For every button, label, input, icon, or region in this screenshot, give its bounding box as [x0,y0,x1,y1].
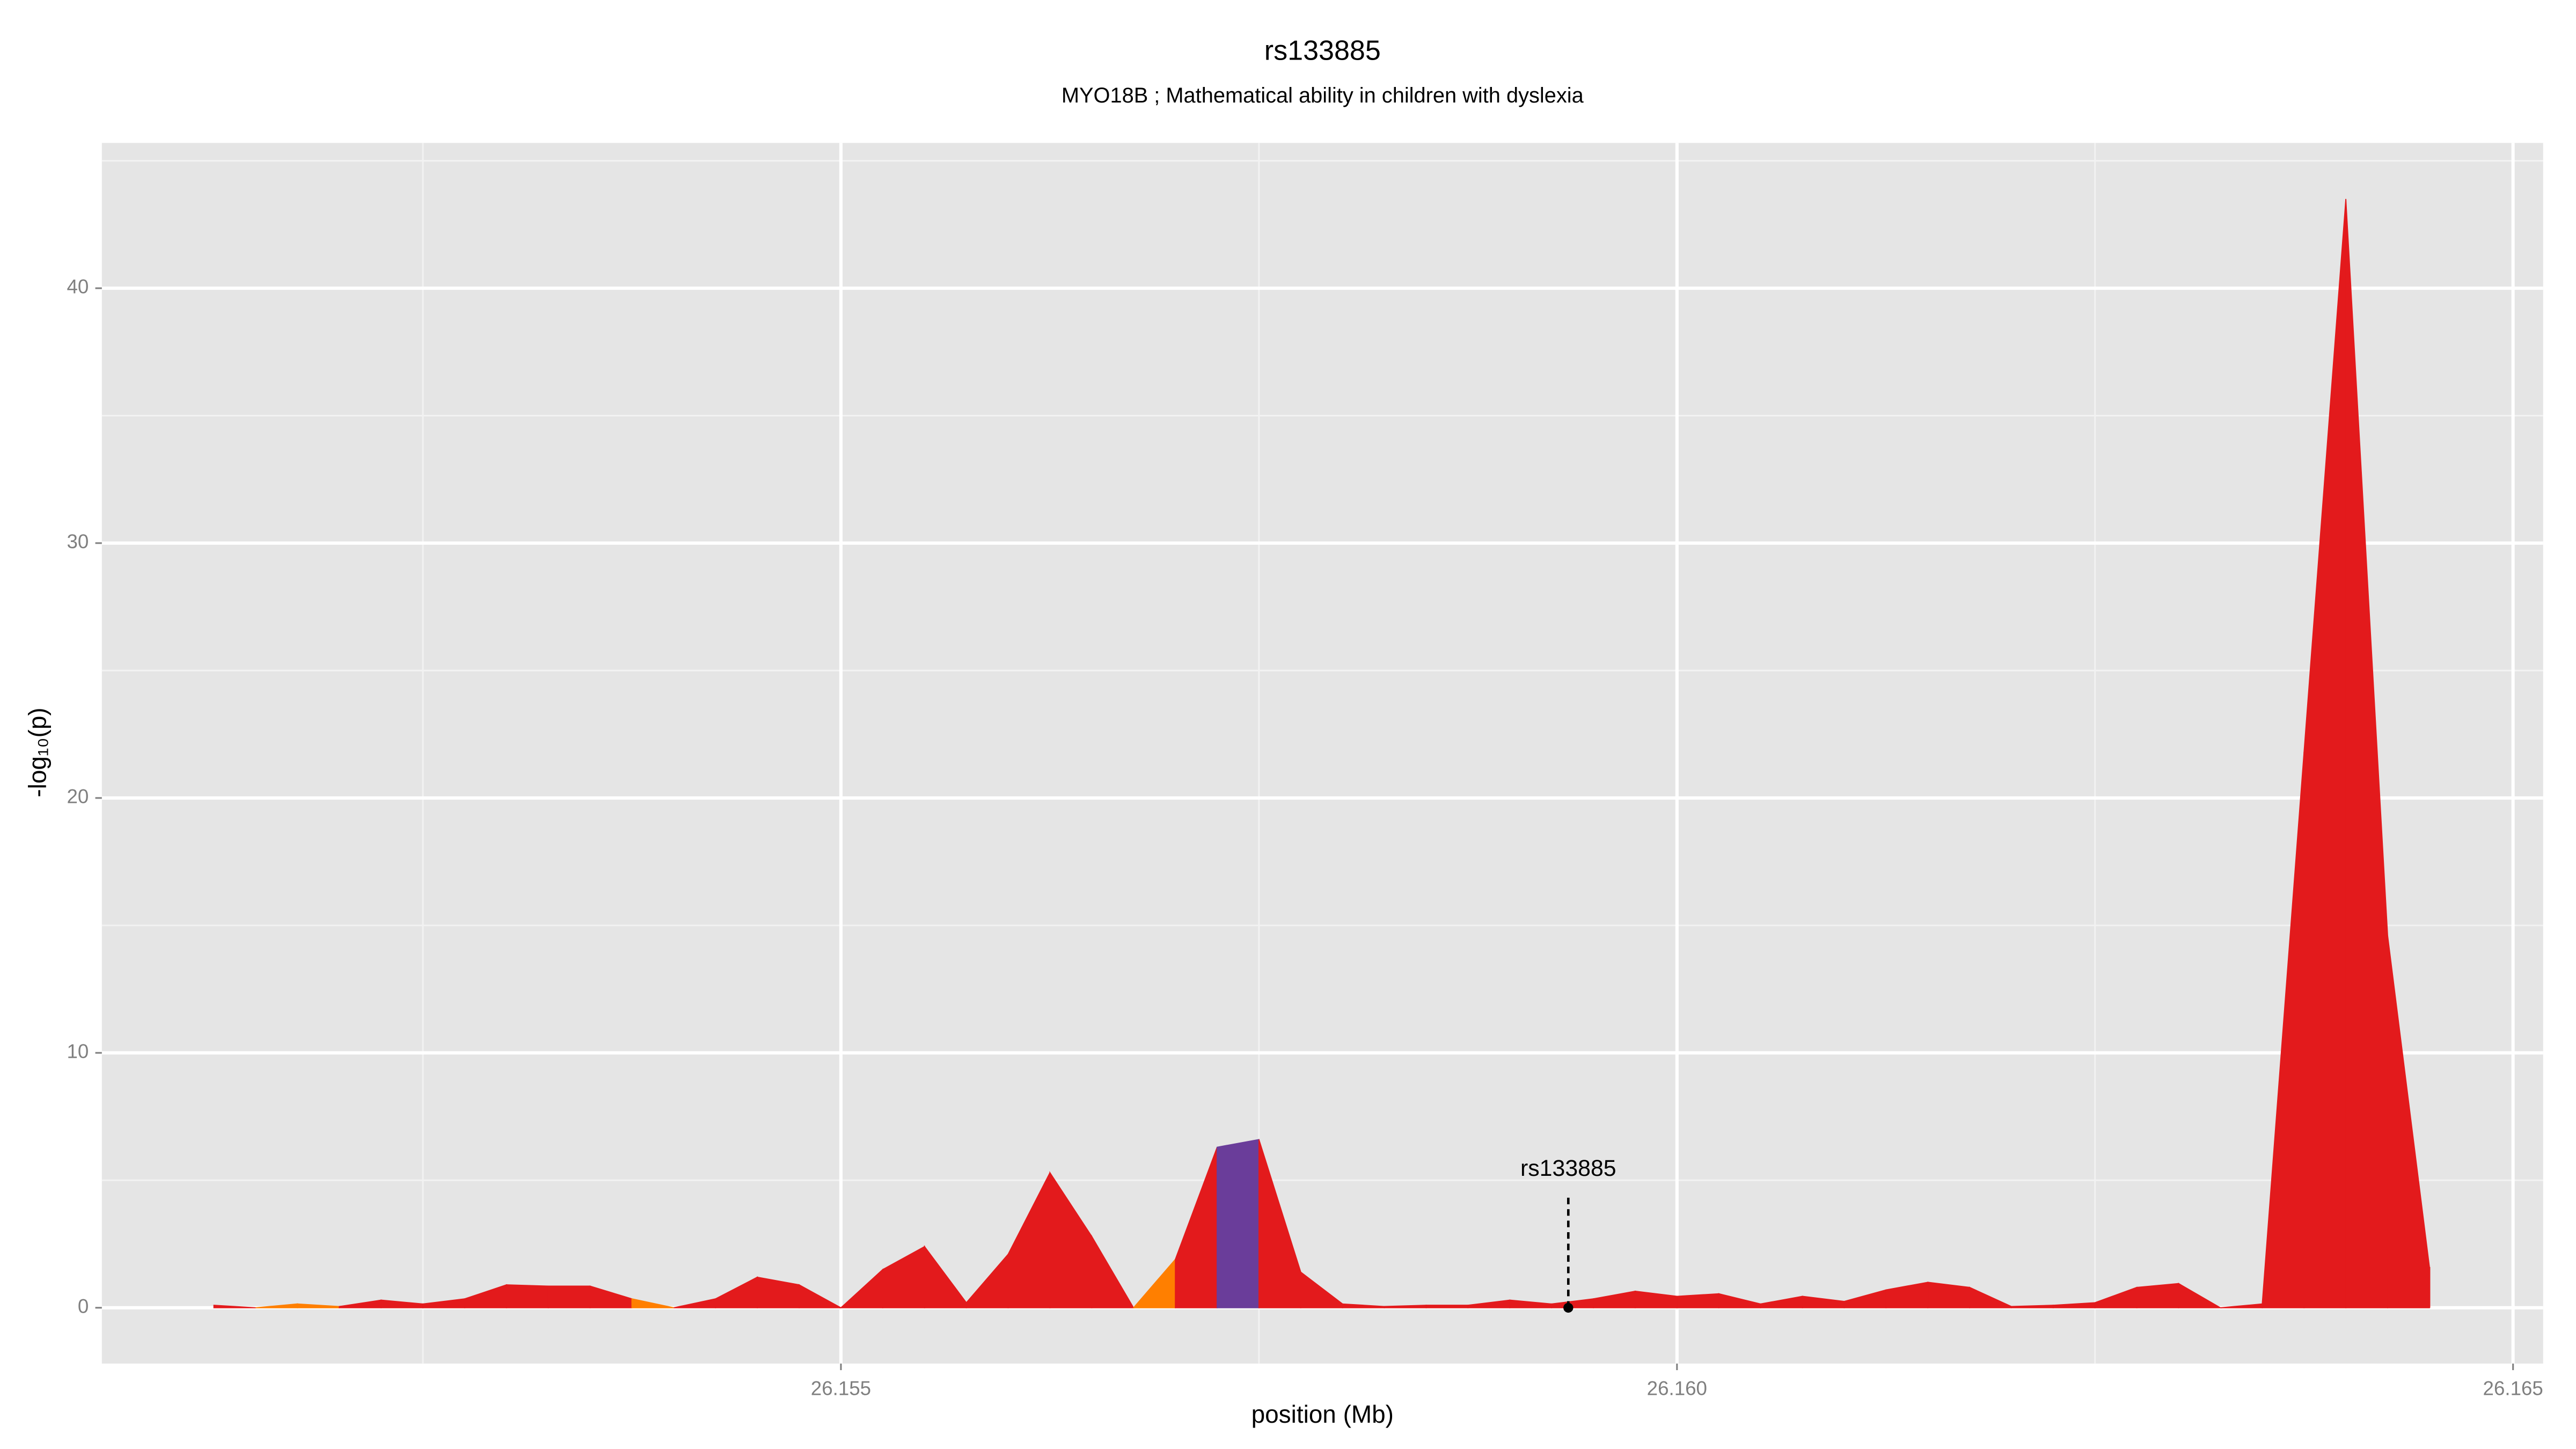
x-tick-label: 26.165 [2483,1377,2543,1399]
y-tick-label: 10 [67,1041,89,1063]
marks: rs133885 [213,199,2431,1313]
area-segment [1091,1234,1135,1308]
area-segment [1425,1305,1469,1308]
area-segment [2178,1283,2222,1308]
area-segment [213,1305,256,1308]
labels: 0 10 20 30 40 26.155 26.160 26.165 [67,276,2543,1400]
area-segment [799,1284,841,1308]
plot-panel [101,143,2543,1364]
area-segment [631,1298,674,1308]
area-segment [1217,1139,1260,1308]
y-axis-title: -log₁₀(p) [24,707,52,797]
annotation-label: rs133885 [1520,1155,1616,1181]
x-tick-label: 26.160 [1647,1377,1707,1399]
area-segment [2136,1283,2179,1308]
area-segment [547,1285,591,1308]
y-tick-label: 0 [78,1296,89,1318]
annotation-point [1563,1302,1574,1313]
y-tick-label: 40 [67,276,89,298]
chart-subtitle: MYO18B ; Mathematical ability in childre… [1062,84,1584,107]
x-tick-label: 26.155 [811,1377,871,1399]
chart-title: rs133885 [1264,35,1381,67]
y-tick-label: 30 [67,531,89,553]
area-segment [1676,1293,1719,1308]
area-segment [506,1284,549,1308]
x-axis-title: position (Mb) [1252,1400,1394,1428]
y-tick-label: 20 [67,786,89,808]
